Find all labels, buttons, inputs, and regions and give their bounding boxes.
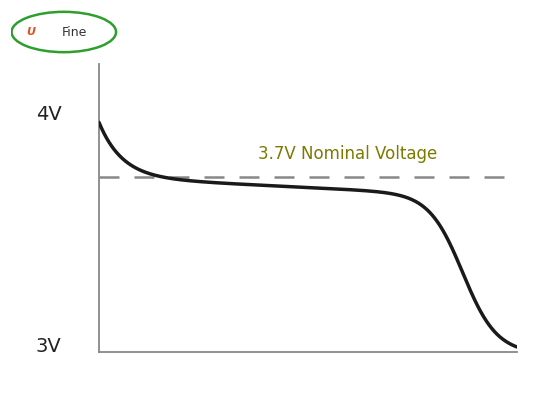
Text: Fine: Fine	[62, 26, 87, 38]
Text: 3V: 3V	[36, 338, 62, 356]
Text: U: U	[26, 27, 35, 37]
Text: 4V: 4V	[36, 104, 62, 124]
Text: 3.7V Nominal Voltage: 3.7V Nominal Voltage	[258, 145, 437, 163]
